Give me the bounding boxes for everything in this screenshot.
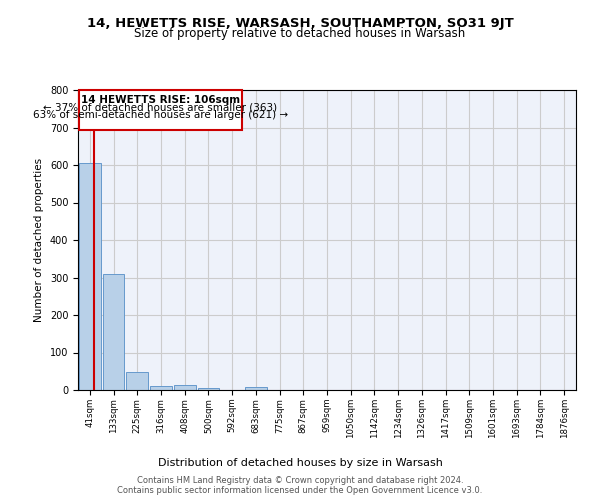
Bar xyxy=(103,274,124,390)
Text: Contains HM Land Registry data © Crown copyright and database right 2024.
Contai: Contains HM Land Registry data © Crown c… xyxy=(118,476,482,495)
Bar xyxy=(150,386,172,390)
Text: 63% of semi-detached houses are larger (621) →: 63% of semi-detached houses are larger (… xyxy=(33,110,288,120)
Bar xyxy=(174,385,196,390)
Bar xyxy=(197,388,220,390)
Text: Size of property relative to detached houses in Warsash: Size of property relative to detached ho… xyxy=(134,28,466,40)
Y-axis label: Number of detached properties: Number of detached properties xyxy=(34,158,44,322)
Text: Distribution of detached houses by size in Warsash: Distribution of detached houses by size … xyxy=(158,458,442,468)
Bar xyxy=(127,372,148,390)
Bar xyxy=(79,163,101,390)
Text: 14 HEWETTS RISE: 106sqm: 14 HEWETTS RISE: 106sqm xyxy=(81,95,240,106)
Text: 14, HEWETTS RISE, WARSASH, SOUTHAMPTON, SO31 9JT: 14, HEWETTS RISE, WARSASH, SOUTHAMPTON, … xyxy=(86,18,514,30)
FancyBboxPatch shape xyxy=(79,90,242,130)
Bar xyxy=(245,387,267,390)
Text: ← 37% of detached houses are smaller (363): ← 37% of detached houses are smaller (36… xyxy=(43,103,278,113)
